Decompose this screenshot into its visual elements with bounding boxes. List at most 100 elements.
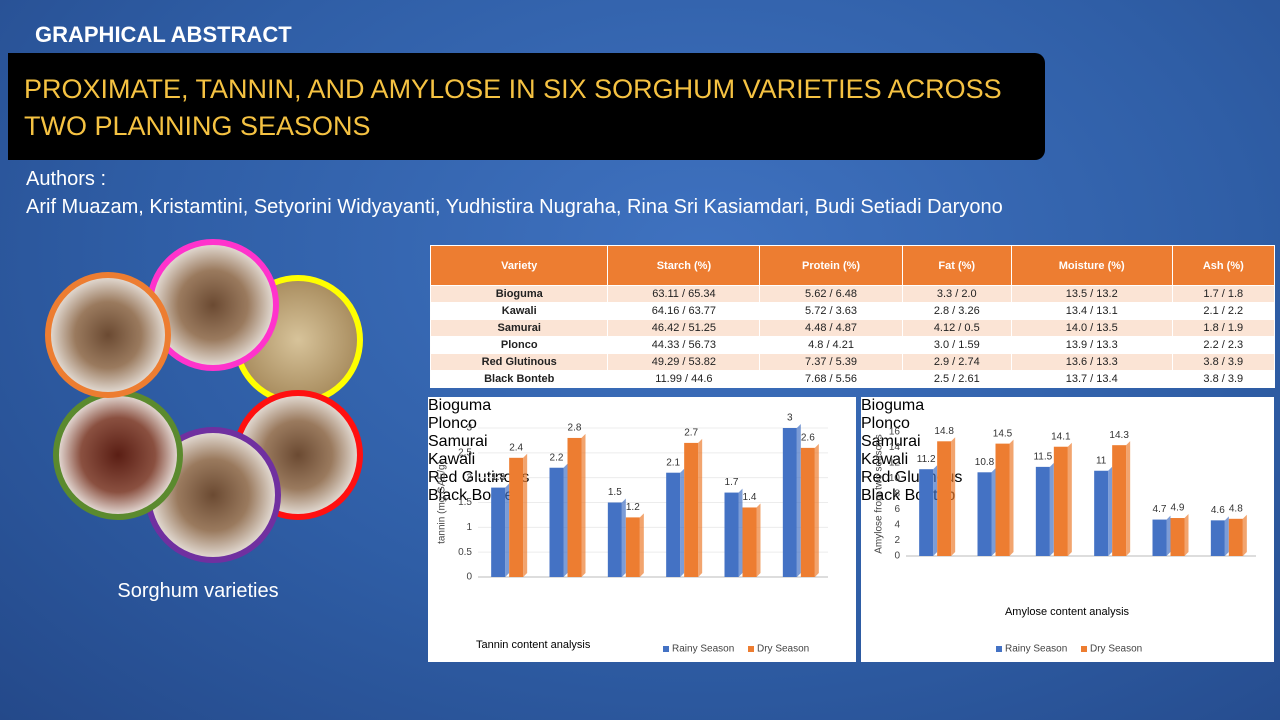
y-tick-label: 4 bbox=[894, 520, 900, 531]
table-row: Bioguma 63.11 / 65.34 5.62 / 6.48 3.3 / 2.0… bbox=[429, 285, 1276, 303]
table-cell: 3.3 / 2.0 bbox=[901, 285, 1012, 303]
table-cell: Red Glutinous bbox=[429, 353, 609, 371]
bar-side bbox=[1242, 514, 1247, 556]
table-row: Red Glutinous 49.29 / 53.82 7.37 / 5.39 2.9… bbox=[429, 353, 1276, 371]
bar bbox=[919, 469, 934, 556]
x-tick-label: Samurai bbox=[428, 433, 488, 450]
table-cell: 4.8 / 4.21 bbox=[759, 336, 903, 354]
table-cell: 2.9 / 2.74 bbox=[901, 353, 1012, 371]
column-header: Ash (%) bbox=[1171, 245, 1276, 286]
bar-side bbox=[951, 437, 956, 556]
table-cell: 63.11 / 65.34 bbox=[607, 285, 761, 303]
bar bbox=[977, 472, 992, 556]
author-names: Arif Muazam, Kristamtini, Setyorini Widy… bbox=[26, 196, 1003, 218]
table-cell: 13.9 / 13.3 bbox=[1010, 336, 1173, 354]
data-label: 14.1 bbox=[1051, 431, 1071, 442]
y-tick-label: 0 bbox=[466, 572, 472, 583]
table-cell: 46.42 / 51.25 bbox=[607, 319, 761, 337]
bar-side bbox=[621, 498, 626, 577]
table-cell: 13.5 / 13.2 bbox=[1010, 285, 1173, 303]
bar bbox=[1112, 445, 1127, 556]
table-cell: 11.99 / 44.6 bbox=[607, 370, 761, 388]
bar bbox=[567, 437, 582, 577]
bar bbox=[742, 507, 757, 577]
bar bbox=[1094, 470, 1109, 556]
bar-side bbox=[1184, 514, 1189, 556]
y-tick-label: 1.5 bbox=[458, 497, 472, 508]
y-tick-label: 2 bbox=[466, 472, 472, 483]
y-tick-label: 3 bbox=[466, 423, 472, 434]
bar-side bbox=[796, 424, 801, 577]
table-cell: 7.68 / 5.56 bbox=[759, 370, 903, 388]
x-tick-label: Plonco bbox=[861, 415, 910, 432]
data-label: 14.8 bbox=[934, 426, 954, 437]
y-tick-label: 0.5 bbox=[458, 547, 472, 558]
table-row: Kawali 64.16 / 63.77 5.72 / 3.63 2.8 / 3.26… bbox=[429, 302, 1276, 320]
title: PROXIMATE, TANNIN, AND AMYLOSE IN SIX SO… bbox=[24, 74, 1002, 141]
data-label: 2.8 bbox=[568, 423, 582, 434]
legend-swatch bbox=[663, 646, 669, 652]
data-label: 1.2 bbox=[626, 502, 640, 513]
data-label: 11.5 bbox=[1033, 452, 1052, 463]
table-cell: 3.0 / 1.59 bbox=[901, 336, 1012, 354]
bar bbox=[800, 447, 815, 577]
bar-side bbox=[563, 463, 568, 577]
bar bbox=[1152, 519, 1167, 556]
bar bbox=[1170, 518, 1185, 556]
chart-title: Amylose content analysis bbox=[1005, 606, 1130, 618]
table-cell: Kawali bbox=[429, 302, 609, 320]
x-tick-label: Kawali bbox=[428, 451, 476, 468]
bar-side bbox=[814, 443, 819, 577]
table-cell: Samurai bbox=[429, 319, 609, 337]
data-label: 4.8 bbox=[1229, 503, 1243, 514]
table-cell: 49.29 / 53.82 bbox=[607, 353, 761, 371]
legend-swatch bbox=[996, 646, 1002, 652]
table-cell: 3.8 / 3.9 bbox=[1171, 370, 1276, 388]
bar bbox=[937, 441, 952, 556]
bar bbox=[607, 502, 622, 577]
legend-label: Rainy Season bbox=[672, 644, 734, 655]
bar bbox=[549, 467, 564, 577]
bar bbox=[625, 517, 640, 577]
label: GRAPHICAL ABSTRACT bbox=[35, 22, 292, 47]
legend-label: Dry Season bbox=[757, 644, 809, 655]
data-label: 1.4 bbox=[743, 492, 757, 503]
photos bbox=[45, 239, 363, 563]
chart-panel: 0 0.5 1 1.5 2 2.5 3 tannin (mg GAE/g) 1.8 2.4 2.2 2… bbox=[428, 397, 856, 662]
data-label: 14.5 bbox=[993, 428, 1013, 439]
chart-panel: 0 2 4 6 8 10 12 14 16 Amylose from two seasons 11.… bbox=[861, 397, 1274, 662]
photo-caption: Sorghum varieties bbox=[117, 580, 279, 602]
table-row: Samurai 46.42 / 51.25 4.48 / 4.87 4.12 / 0.… bbox=[429, 319, 1276, 337]
column-header: Moisture (%) bbox=[1010, 245, 1173, 286]
chart-title: Tannin content analysis bbox=[476, 639, 591, 651]
data-label: 4.9 bbox=[1171, 503, 1185, 514]
table-cell: 3.8 / 3.9 bbox=[1171, 353, 1276, 371]
data-label: 1.5 bbox=[608, 487, 622, 498]
x-tick-label: Bioguma bbox=[428, 397, 492, 414]
bar bbox=[1228, 518, 1243, 556]
x-tick-label: Samurai bbox=[861, 433, 921, 450]
y-tick-label: 2 bbox=[894, 535, 900, 546]
bar-side bbox=[581, 433, 586, 577]
column-header: Starch (%) bbox=[607, 245, 761, 286]
photo bbox=[53, 390, 183, 520]
legend-label: Dry Season bbox=[1090, 644, 1142, 655]
table-cell: 14.0 / 13.5 bbox=[1010, 319, 1173, 337]
bar-side bbox=[639, 513, 644, 577]
table-cell: 1.7 / 1.8 bbox=[1171, 285, 1276, 303]
chart: 0 0.5 1 1.5 2 2.5 3 tannin (mg GAE/g) 1.8 2.4 2.2 2… bbox=[437, 413, 828, 655]
bar bbox=[1053, 446, 1068, 556]
data-label: 2.6 bbox=[801, 433, 815, 444]
y-tick-label: 14 bbox=[889, 442, 901, 453]
table-cell: Plonco bbox=[429, 336, 609, 354]
table-cell: 7.37 / 5.39 bbox=[759, 353, 903, 371]
y-tick-label: 6 bbox=[894, 504, 900, 515]
bar bbox=[1210, 520, 1225, 556]
authors-label: Authors : bbox=[26, 168, 107, 190]
bar-side bbox=[1166, 515, 1171, 556]
y-axis-label: tannin (mg GAE/g) bbox=[437, 461, 448, 544]
y-axis-label: Amylose from two seasons bbox=[874, 434, 885, 554]
table-cell: 64.16 / 63.77 bbox=[607, 302, 761, 320]
bar-side bbox=[1009, 439, 1014, 556]
